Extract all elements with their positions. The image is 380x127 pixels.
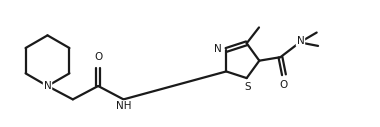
Text: NH: NH — [116, 101, 131, 111]
Text: N: N — [297, 36, 304, 46]
Text: N: N — [214, 44, 222, 54]
Text: O: O — [280, 80, 288, 90]
Text: S: S — [244, 82, 251, 92]
Text: O: O — [94, 52, 102, 62]
Text: N: N — [44, 81, 51, 91]
